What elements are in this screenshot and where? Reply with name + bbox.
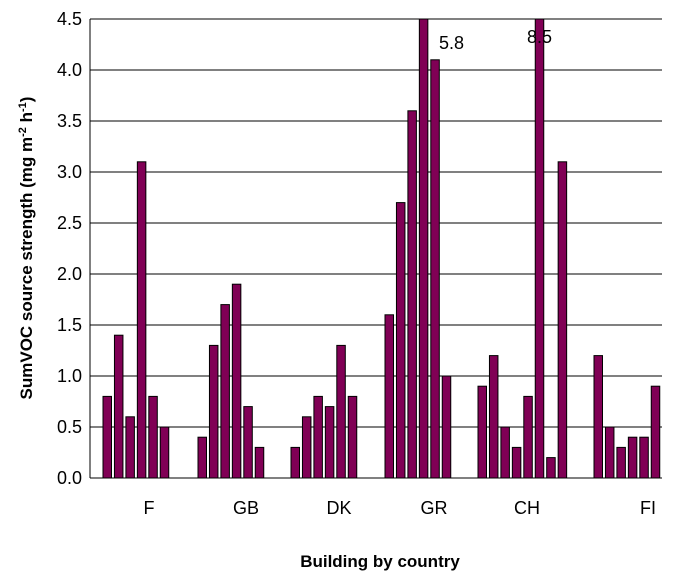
bar [407, 110, 417, 479]
y-tick-label: 2.5 [57, 213, 82, 233]
bar [395, 202, 406, 479]
bar [604, 426, 615, 479]
bar [324, 406, 335, 479]
bar [639, 436, 649, 479]
x-tick-labels: F GB DK GR CH FI [144, 498, 657, 518]
bar [125, 416, 135, 479]
y-tick-label: 0.5 [57, 417, 82, 437]
bar [441, 375, 452, 479]
axes [89, 19, 662, 479]
x-tick-label: FI [640, 498, 656, 518]
bar [534, 18, 545, 479]
bars [102, 18, 661, 479]
y-tick-label: 2.0 [57, 264, 82, 284]
bar [500, 426, 510, 479]
bar [313, 395, 323, 479]
bar [477, 385, 487, 479]
bar [102, 395, 112, 479]
y-axis-title-part: -2 [17, 127, 29, 137]
bar [254, 446, 265, 479]
bar [301, 416, 312, 479]
y-axis-title: SumVOC source strength (mg m-2 h-1) [17, 97, 36, 400]
bar [488, 355, 499, 479]
bar [593, 355, 603, 479]
y-tick-labels: 0.0 0.5 1.0 1.5 2.0 2.5 3.0 3.5 4.0 4.5 [57, 9, 82, 488]
y-axis-title-part: SumVOC source strength (mg m [17, 137, 36, 400]
bar [220, 304, 230, 479]
bar [650, 385, 661, 479]
bar [136, 161, 147, 479]
bar [347, 395, 358, 479]
bar [430, 59, 440, 479]
y-tick-label: 1.0 [57, 366, 82, 386]
gridlines [90, 18, 662, 428]
bar [616, 446, 626, 479]
bar [418, 18, 429, 479]
y-tick-label: 1.5 [57, 315, 82, 335]
bar [546, 457, 556, 479]
bar [523, 395, 533, 479]
x-tick-label: F [144, 498, 155, 518]
x-tick-label: DK [326, 498, 351, 518]
y-tick-label: 0.0 [57, 468, 82, 488]
y-tick-label: 3.0 [57, 162, 82, 182]
bar [557, 161, 568, 479]
bar [159, 426, 170, 479]
data-label: 5.8 [439, 33, 464, 53]
x-tick-label: CH [514, 498, 540, 518]
bar [197, 436, 207, 479]
bar [208, 344, 219, 479]
y-axis-title-part: -1 [17, 102, 29, 112]
bar [148, 395, 158, 479]
bar [336, 344, 346, 479]
y-axis-title-part: ) [17, 97, 36, 103]
bar [113, 334, 124, 479]
y-tick-label: 3.5 [57, 111, 82, 131]
data-label: 8.5 [527, 27, 552, 47]
bar [384, 314, 394, 479]
x-tick-label: GR [421, 498, 448, 518]
y-tick-label: 4.5 [57, 9, 82, 29]
x-axis-title: Building by country [300, 552, 460, 571]
y-axis-title-part: h [17, 112, 36, 127]
bar [627, 436, 638, 479]
bar [290, 446, 300, 479]
bar [231, 283, 242, 479]
bar [243, 406, 253, 479]
x-tick-label: GB [233, 498, 259, 518]
bar [511, 446, 522, 479]
y-tick-label: 4.0 [57, 60, 82, 80]
annotations: 5.8 8.5 [439, 27, 552, 53]
